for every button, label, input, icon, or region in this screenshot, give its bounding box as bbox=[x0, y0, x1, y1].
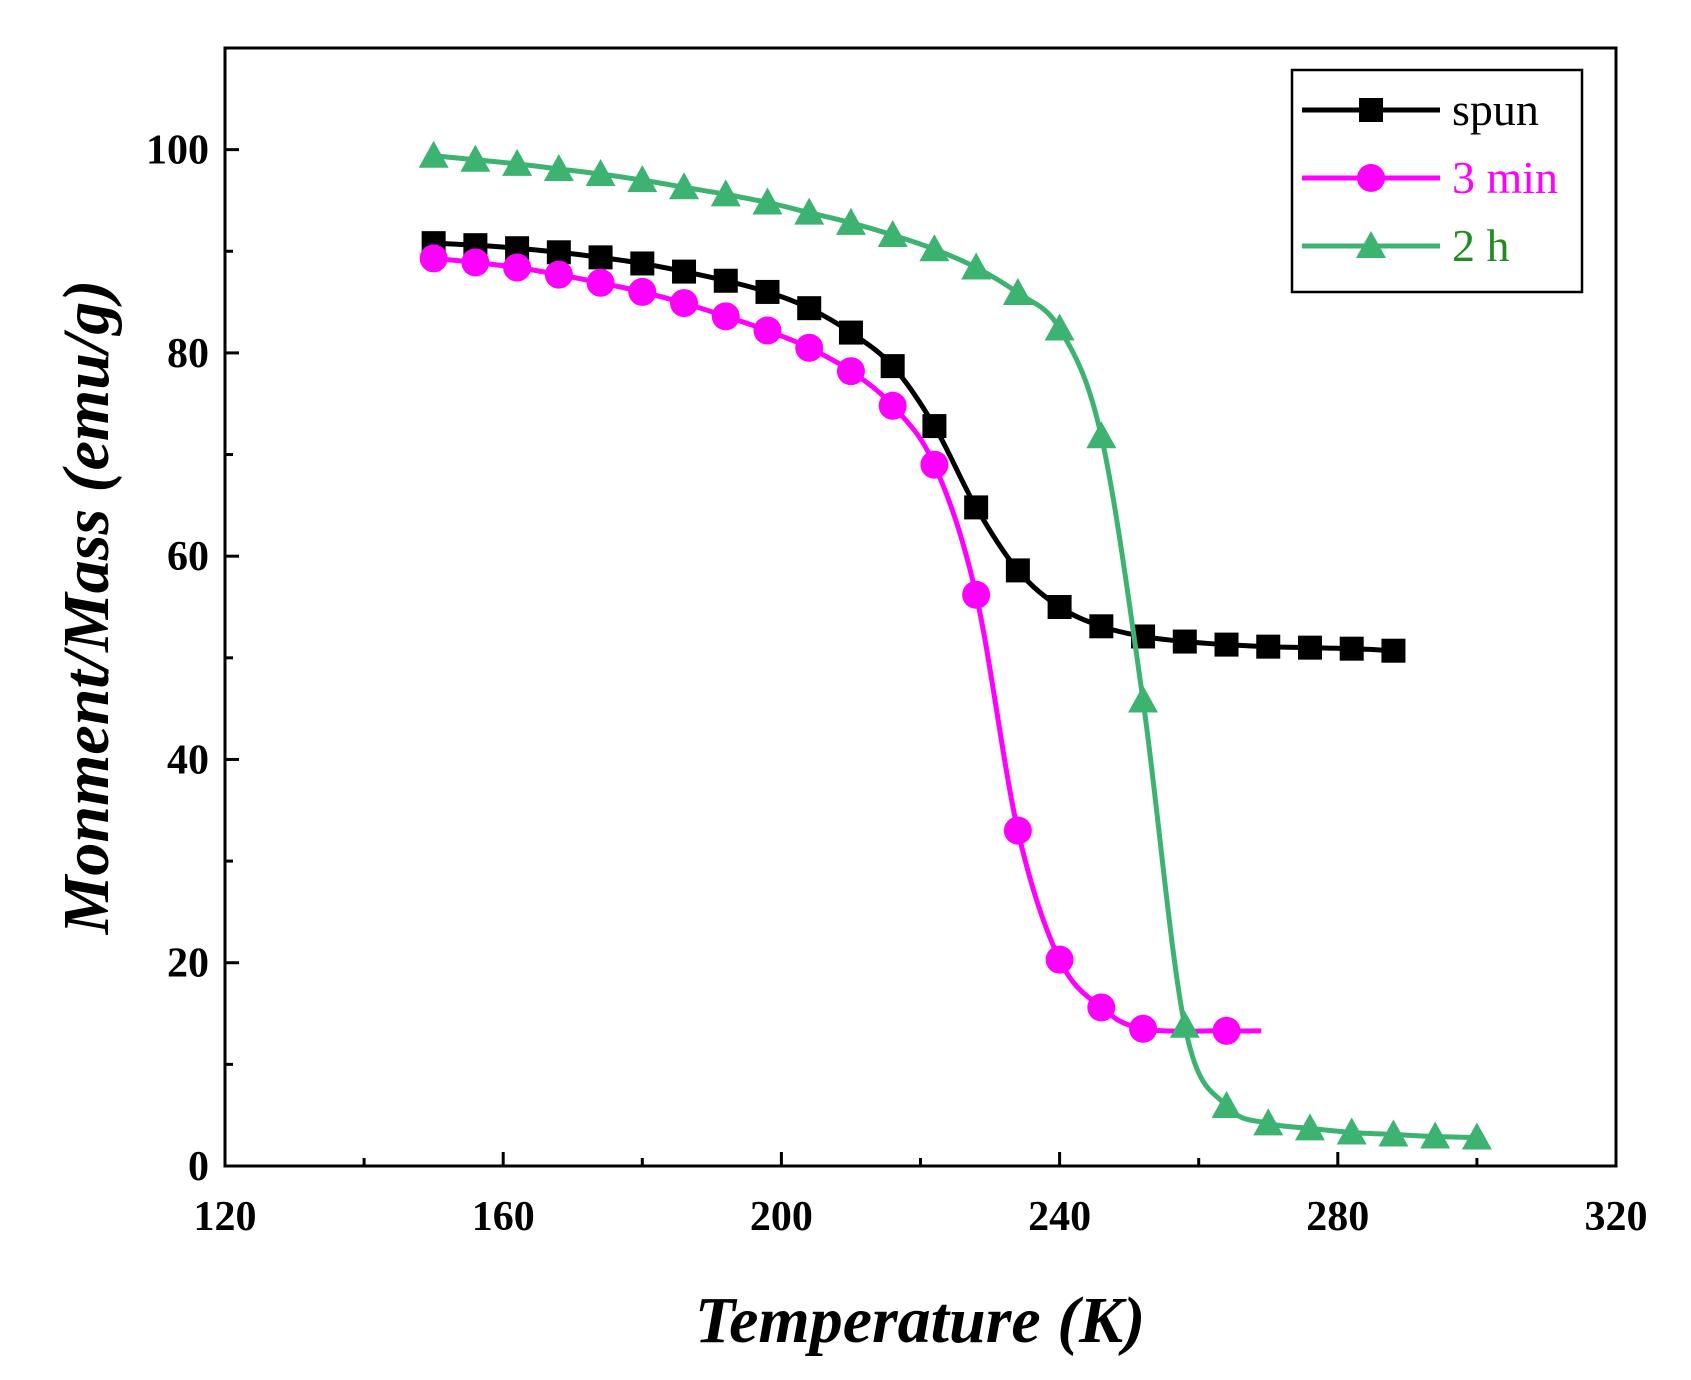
y-tick-label: 60 bbox=[167, 534, 209, 580]
data-point-spun bbox=[1047, 595, 1072, 619]
x-axis-title: Temperature (K) bbox=[695, 1284, 1145, 1357]
data-point-2-h bbox=[1378, 1119, 1409, 1147]
data-point-2-h bbox=[1169, 1010, 1200, 1038]
x-tick-label: 240 bbox=[1028, 1194, 1091, 1240]
data-point-spun bbox=[838, 320, 863, 345]
data-point-2-h bbox=[627, 165, 658, 193]
data-point-2-h bbox=[418, 140, 449, 168]
data-point-3-min bbox=[753, 316, 782, 345]
data-point-3-min bbox=[419, 244, 448, 273]
data-point-2-h bbox=[669, 172, 700, 200]
data-point-spun bbox=[1214, 632, 1239, 657]
data-point-spun bbox=[546, 240, 571, 265]
axis-ticks: 120 160 200 240 280 320 0 20 40 60 80 100 bbox=[146, 128, 1648, 1240]
data-point-2-h bbox=[961, 252, 992, 280]
data-point-spun bbox=[713, 268, 738, 293]
data-point-2-h bbox=[1002, 277, 1033, 305]
data-point-spun bbox=[797, 296, 822, 321]
data-point-3-min bbox=[920, 450, 949, 479]
x-tick-label: 200 bbox=[750, 1194, 813, 1240]
data-point-2-h bbox=[794, 197, 825, 225]
data-point-spun bbox=[1256, 634, 1281, 659]
series-2-h bbox=[418, 140, 1492, 1150]
series-spun bbox=[421, 231, 1406, 663]
legend-marker bbox=[1359, 98, 1383, 122]
data-point-2-h bbox=[877, 220, 908, 248]
data-point-2-h bbox=[502, 148, 533, 176]
legend: spun 3 min 2 h bbox=[1290, 68, 1584, 294]
data-point-spun bbox=[1089, 614, 1114, 639]
data-point-spun bbox=[1339, 636, 1364, 661]
data-point-2-h bbox=[543, 153, 574, 181]
data-point-3-min bbox=[544, 260, 573, 289]
data-point-3-min bbox=[836, 357, 865, 386]
data-point-spun bbox=[964, 495, 989, 520]
data-point-3-min bbox=[711, 302, 740, 331]
y-tick-label: 100 bbox=[146, 128, 209, 174]
data-point-2-h bbox=[1044, 313, 1075, 341]
x-tick-label: 160 bbox=[472, 1194, 535, 1240]
data-point-2-h bbox=[1086, 421, 1117, 449]
data-point-3-min bbox=[1129, 1014, 1158, 1043]
data-point-spun bbox=[880, 354, 905, 379]
y-tick-label: 40 bbox=[167, 737, 209, 783]
data-point-2-h bbox=[835, 207, 866, 235]
x-tick-label: 280 bbox=[1306, 1194, 1369, 1240]
data-point-spun bbox=[1172, 629, 1197, 654]
data-point-3-min bbox=[962, 580, 991, 609]
data-point-spun bbox=[1297, 635, 1322, 660]
data-point-spun bbox=[922, 414, 947, 439]
legend-label: spun bbox=[1452, 84, 1539, 135]
data-point-2-h bbox=[1336, 1117, 1367, 1145]
legend-label: 2 h bbox=[1452, 220, 1510, 271]
data-point-3-min bbox=[795, 333, 824, 362]
legend-frame bbox=[1290, 68, 1584, 294]
data-point-2-h bbox=[1128, 685, 1159, 713]
data-point-spun bbox=[588, 245, 613, 270]
data-point-2-h bbox=[1461, 1122, 1492, 1150]
y-tick-label: 20 bbox=[167, 941, 209, 987]
series-layer bbox=[418, 140, 1492, 1150]
legend-marker bbox=[1356, 231, 1386, 258]
data-point-spun bbox=[630, 251, 655, 276]
data-point-2-h bbox=[460, 144, 491, 172]
data-point-2-h bbox=[752, 187, 783, 215]
data-point-3-min bbox=[1003, 816, 1032, 845]
data-point-2-h bbox=[1211, 1091, 1242, 1119]
data-point-spun bbox=[672, 259, 697, 284]
data-point-3-min bbox=[878, 391, 907, 420]
legend-item-spun: spun bbox=[1302, 84, 1539, 135]
data-point-3-min bbox=[503, 253, 532, 282]
y-tick-label: 80 bbox=[167, 331, 209, 377]
legend-item-2-h: 2 h bbox=[1302, 220, 1510, 271]
y-axis-title: Monment/Mass (emu/g) bbox=[50, 280, 123, 936]
data-point-2-h bbox=[585, 159, 616, 187]
data-point-3-min bbox=[1087, 993, 1116, 1022]
x-tick-label: 120 bbox=[194, 1194, 257, 1240]
legend-item-3-min: 3 min bbox=[1302, 152, 1558, 203]
x-tick-label: 320 bbox=[1585, 1194, 1648, 1240]
data-point-3-min bbox=[628, 277, 657, 306]
legend-marker bbox=[1357, 164, 1385, 192]
data-point-spun bbox=[1381, 638, 1406, 663]
data-point-spun bbox=[755, 279, 780, 304]
legend-items: spun 3 min 2 h bbox=[1302, 84, 1558, 271]
data-point-2-h bbox=[1253, 1108, 1284, 1136]
series-3-min bbox=[419, 244, 1262, 1045]
data-point-2-h bbox=[1294, 1113, 1325, 1141]
y-tick-label: 0 bbox=[188, 1144, 209, 1190]
data-point-3-min bbox=[1212, 1016, 1241, 1045]
data-point-3-min bbox=[670, 289, 699, 318]
data-point-2-h bbox=[710, 179, 741, 207]
legend-label: 3 min bbox=[1452, 152, 1558, 203]
data-point-3-min bbox=[586, 268, 615, 297]
data-point-2-h bbox=[1420, 1121, 1451, 1149]
data-point-2-h bbox=[919, 234, 950, 262]
data-point-spun bbox=[1005, 558, 1030, 583]
data-point-3-min bbox=[1045, 945, 1074, 974]
data-point-3-min bbox=[461, 248, 490, 277]
